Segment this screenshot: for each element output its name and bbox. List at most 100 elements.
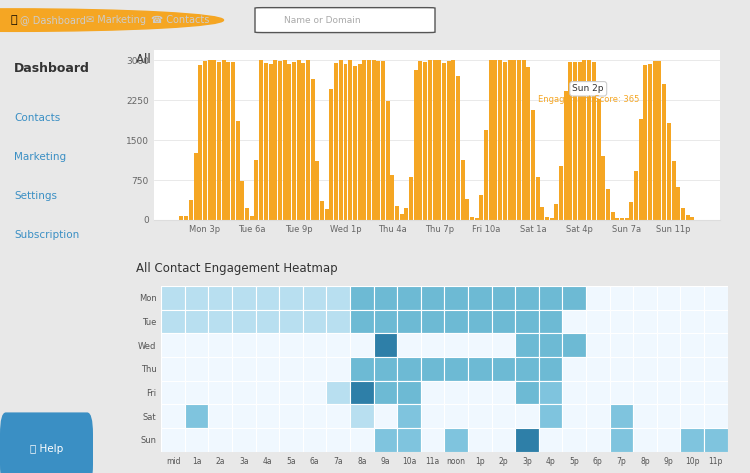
Bar: [491, 428, 515, 452]
Bar: [657, 310, 680, 333]
Bar: [264, 63, 268, 220]
Bar: [374, 428, 398, 452]
Bar: [374, 310, 398, 333]
Bar: [446, 61, 451, 220]
Bar: [256, 381, 279, 404]
Bar: [568, 61, 572, 220]
Bar: [161, 286, 184, 310]
Bar: [184, 428, 209, 452]
Bar: [421, 428, 444, 452]
Bar: [521, 61, 526, 220]
Text: All Contact Engagement Heatmap: All Contact Engagement Heatmap: [136, 262, 338, 275]
Bar: [586, 333, 610, 357]
Bar: [704, 381, 728, 404]
Bar: [398, 333, 421, 357]
Bar: [256, 357, 279, 381]
Bar: [680, 381, 704, 404]
Text: ✉ Marketing: ✉ Marketing: [86, 15, 146, 25]
Bar: [256, 428, 279, 452]
Bar: [404, 208, 409, 220]
Text: Settings: Settings: [14, 191, 57, 201]
Bar: [573, 62, 577, 220]
Bar: [633, 286, 657, 310]
Bar: [586, 404, 610, 428]
Bar: [409, 177, 413, 220]
Bar: [260, 61, 263, 220]
Bar: [562, 428, 586, 452]
Bar: [350, 286, 374, 310]
Bar: [550, 219, 554, 220]
Bar: [538, 310, 562, 333]
Text: Name or Domain: Name or Domain: [284, 16, 361, 25]
Bar: [538, 381, 562, 404]
Bar: [381, 61, 385, 220]
Bar: [559, 166, 563, 220]
Bar: [452, 61, 455, 220]
Bar: [586, 381, 610, 404]
Bar: [226, 61, 230, 220]
Bar: [184, 381, 209, 404]
Bar: [625, 219, 628, 220]
Bar: [287, 64, 291, 220]
Bar: [629, 202, 633, 220]
Bar: [578, 61, 582, 220]
Bar: [468, 381, 491, 404]
Bar: [465, 199, 470, 220]
Bar: [212, 61, 216, 220]
Bar: [232, 333, 256, 357]
Bar: [515, 310, 538, 333]
Text: ⓪ Help: ⓪ Help: [30, 444, 63, 454]
Bar: [690, 218, 694, 220]
Bar: [437, 61, 441, 220]
Bar: [644, 65, 647, 220]
Bar: [494, 61, 497, 220]
Text: 🍊: 🍊: [10, 15, 16, 25]
Bar: [374, 381, 398, 404]
Bar: [310, 79, 315, 220]
Bar: [515, 333, 538, 357]
Bar: [209, 428, 232, 452]
Bar: [587, 61, 591, 220]
Bar: [639, 119, 643, 220]
Bar: [203, 61, 207, 220]
Bar: [353, 66, 357, 220]
Bar: [236, 122, 240, 220]
Bar: [657, 404, 680, 428]
Bar: [241, 181, 244, 220]
Bar: [686, 215, 689, 220]
Text: @ Dashboard: @ Dashboard: [20, 15, 86, 25]
Bar: [526, 67, 530, 220]
Bar: [610, 428, 633, 452]
Text: Sun 2p: Sun 2p: [572, 84, 604, 93]
Bar: [184, 333, 209, 357]
Bar: [491, 310, 515, 333]
Bar: [179, 216, 184, 220]
Bar: [161, 404, 184, 428]
Bar: [350, 310, 374, 333]
Bar: [350, 428, 374, 452]
Bar: [273, 61, 278, 220]
Bar: [423, 62, 427, 220]
Bar: [444, 381, 468, 404]
Bar: [292, 62, 296, 220]
FancyBboxPatch shape: [255, 8, 435, 33]
Bar: [658, 61, 662, 220]
Bar: [444, 428, 468, 452]
Bar: [470, 217, 474, 220]
Bar: [545, 217, 549, 220]
Bar: [208, 61, 212, 220]
Bar: [245, 208, 249, 220]
Bar: [256, 310, 279, 333]
Bar: [491, 404, 515, 428]
Bar: [427, 61, 432, 220]
Bar: [489, 61, 493, 220]
Bar: [586, 286, 610, 310]
Bar: [334, 63, 338, 220]
Bar: [303, 286, 326, 310]
Bar: [400, 214, 404, 220]
Bar: [348, 61, 352, 220]
Bar: [232, 428, 256, 452]
Bar: [194, 153, 197, 220]
Bar: [256, 333, 279, 357]
Bar: [442, 62, 446, 220]
